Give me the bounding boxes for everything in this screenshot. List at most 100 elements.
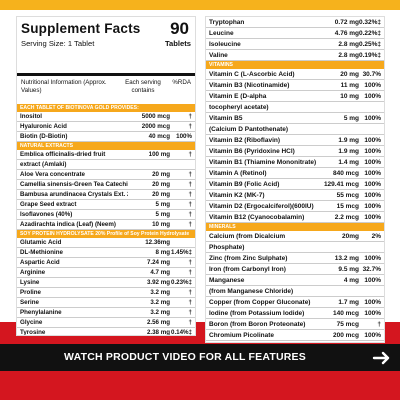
nutrient-rda: 0.32%‡	[359, 18, 382, 26]
nutrient-amount: 1.9 mg	[338, 136, 359, 144]
nutrient-amount: 7.24 mg	[146, 259, 170, 266]
nutrient-amount: 3.92 mg	[146, 279, 170, 286]
nutrient-amount: 10 mg	[340, 92, 359, 100]
nutrient-rda: 0.22%‡	[359, 29, 382, 37]
nutrient-amount: 1.9 mg	[338, 147, 359, 155]
nutrient-rda: 100%	[364, 276, 381, 284]
nutrient-amount: 45 mcg	[319, 343, 359, 344]
nutrient-row: Vitamin B5 5 mg 100%	[206, 113, 384, 124]
nutrient-row: Calcium (from Dicalcium 20mg 2%	[206, 231, 384, 242]
nutrient-name: Aspartic Acid	[20, 259, 60, 266]
nutrient-rda: 1.45%‡	[171, 249, 192, 256]
section-header: SOY PROTEIN HYDROLYSATE 20% Profile of S…	[17, 230, 195, 238]
nutrient-row: (Calcium D Pantothenate)	[206, 124, 384, 135]
nutrient-rda: 100%	[176, 133, 192, 140]
nutrient-row: Phenylalanine 3.2 mg †	[17, 308, 195, 318]
cta-band[interactable]	[0, 344, 400, 371]
nutrient-row: Arginine 4.7 mg †	[17, 268, 195, 278]
nutrient-rda: †	[188, 289, 192, 296]
nutrient-amount: 15 mcg	[336, 202, 359, 210]
nutrient-name: Leucine	[209, 29, 234, 37]
nutrient-rda: †	[188, 181, 192, 188]
nutrient-amount: 3.2 mg	[150, 299, 170, 306]
nutrient-rda: 100%	[364, 298, 381, 306]
nutrient-row: Lysine 3.92 mg 0.23%‡	[17, 278, 195, 288]
nutrient-amount: 10 mg	[152, 221, 170, 228]
nutrient-name: Lysine	[20, 279, 40, 286]
nutrient-amount: 40 mcg	[148, 133, 170, 140]
col-header-rda: %RDA	[172, 79, 191, 86]
facts-title: Supplement Facts	[21, 21, 141, 36]
nutrient-rda: †	[377, 320, 381, 328]
nutrient-row: Vitamin B3 (Nicotinamide) 11 mg 100%	[206, 80, 384, 91]
nutrient-rda: †	[188, 211, 192, 218]
nutrient-rda: 100%	[364, 114, 381, 122]
nutrient-row: Azadirachta indica (Leaf) (Neem) 10 mg †	[17, 220, 195, 230]
thick-divider	[17, 73, 195, 76]
nutrient-row: Phosphate)	[206, 242, 384, 253]
nutrient-name: Isoleucine	[209, 40, 241, 48]
nutrient-amount: 2.8 mg	[338, 40, 359, 48]
nutrient-amount: 9.5 mg	[338, 265, 359, 273]
nutrient-row: Valine 2.8 mg 0.19%‡	[206, 50, 384, 61]
nutrient-amount: 100 mg	[148, 151, 170, 158]
serving-size: Serving Size: 1 Tablet	[21, 39, 95, 48]
nutrient-name: Glycine	[20, 319, 43, 326]
nutrient-name: Vitamin B5	[209, 114, 243, 122]
arrow-right-icon[interactable]	[372, 348, 392, 368]
nutrient-name: (from Manganese Chloride)	[209, 287, 294, 295]
nutrient-name: Manganese	[209, 276, 245, 284]
nutrient-amount: 3.2 mg	[150, 289, 170, 296]
nutrient-rda: 100%	[364, 191, 381, 199]
nutrient-amount: 11 mg	[340, 81, 359, 89]
section-header: NATURAL EXTRACTS	[17, 142, 195, 150]
nutrient-name: Boron (from Boron Proteonate)	[209, 320, 306, 328]
nutrient-amount: 2.56 mg	[146, 319, 170, 326]
nutrient-rda: 100%	[364, 180, 381, 188]
nutrient-row: Glycine 2.56 mg †	[17, 318, 195, 328]
nutrient-rda: 0.19%‡	[359, 51, 382, 59]
nutrient-rda: 30.7%	[362, 70, 381, 78]
nutrient-rda: 0.25%‡	[359, 40, 382, 48]
nutrient-name: Glutamic Acid	[20, 239, 62, 246]
nutrient-name: Vitamin K2 (MK-7)	[209, 191, 265, 199]
nutrient-rda: 0.23%‡	[171, 279, 192, 286]
nutrient-row: Isoflavones (40%) 5 mg †	[17, 210, 195, 220]
supplement-facts-panel-right: Tryptophan 0.72 mg 0.32%‡ Leucine 4.76 mg 0.2…	[205, 16, 385, 343]
nutrient-amount: 20 mg	[152, 191, 170, 198]
nutrient-name: Iron (from Carbonyl Iron)	[209, 265, 286, 273]
nutrient-rda: †	[188, 151, 192, 158]
nutrient-rda: 100%	[364, 147, 381, 155]
nutrient-rda: 100%	[364, 254, 381, 262]
nutrient-rda: 100%	[364, 136, 381, 144]
nutrient-name: Serine	[20, 299, 39, 306]
left-facts-body: EACH TABLET OF BIOTINOVA GOLD PROVIDES: I…	[17, 104, 195, 335]
nutrient-row: Zinc (from Zinc Sulphate) 13.2 mg 100%	[206, 253, 384, 264]
nutrient-amount: 129.41 mcg	[323, 180, 359, 188]
nutrient-name: Phosphate)	[209, 243, 245, 251]
nutrient-row: Leucine 4.76 mg 0.22%‡	[206, 28, 384, 39]
nutrient-rda: 100%	[364, 213, 381, 221]
nutrient-row: tocopheryl acetate)	[206, 102, 384, 113]
nutrient-row: Vitamin B9 (Folic Acid) 129.41 mcg 100%	[206, 179, 384, 190]
col-header-nutrition: Nutritional Information (Approx. Values)	[21, 79, 107, 94]
nutrient-rda: †	[188, 113, 192, 120]
nutrient-amount: 5 mg	[155, 201, 170, 208]
nutrient-name: Vitamin B9 (Folic Acid)	[209, 180, 280, 188]
nutrient-name: Vitamin A (Retinol)	[209, 169, 267, 177]
nutrient-name: Vitamin B1 (Thiamine Mononitrate)	[209, 158, 317, 166]
nutrient-row: Bambusa arundinacea Crystals Ext. 25% 20 …	[17, 190, 195, 200]
nutrient-name: Calcium (from Dicalcium	[209, 232, 286, 240]
watch-video-link[interactable]: WATCH PRODUCT VIDEO FOR ALL FEATURES	[64, 351, 306, 363]
nutrient-rda: 100%	[364, 331, 381, 339]
nutrient-rda: †	[188, 269, 192, 276]
nutrient-row: Camellia sinensis-Green Tea Catechins 20 …	[17, 180, 195, 190]
nutrient-rda: †	[188, 319, 192, 326]
nutrient-row: Tyrosine 2.38 mg 0.14%‡	[17, 328, 195, 335]
nutrient-name: Vitamin D2 (Ergocalciferol)(600IU)	[209, 202, 314, 210]
nutrient-rda: 100%	[364, 202, 381, 210]
nutrient-row: Proline 3.2 mg †	[17, 288, 195, 298]
nutrient-row: Vitamin B6 (Pyridoxine HCl) 1.9 mg 100%	[206, 146, 384, 157]
nutrient-amount: 20 mg	[152, 171, 170, 178]
